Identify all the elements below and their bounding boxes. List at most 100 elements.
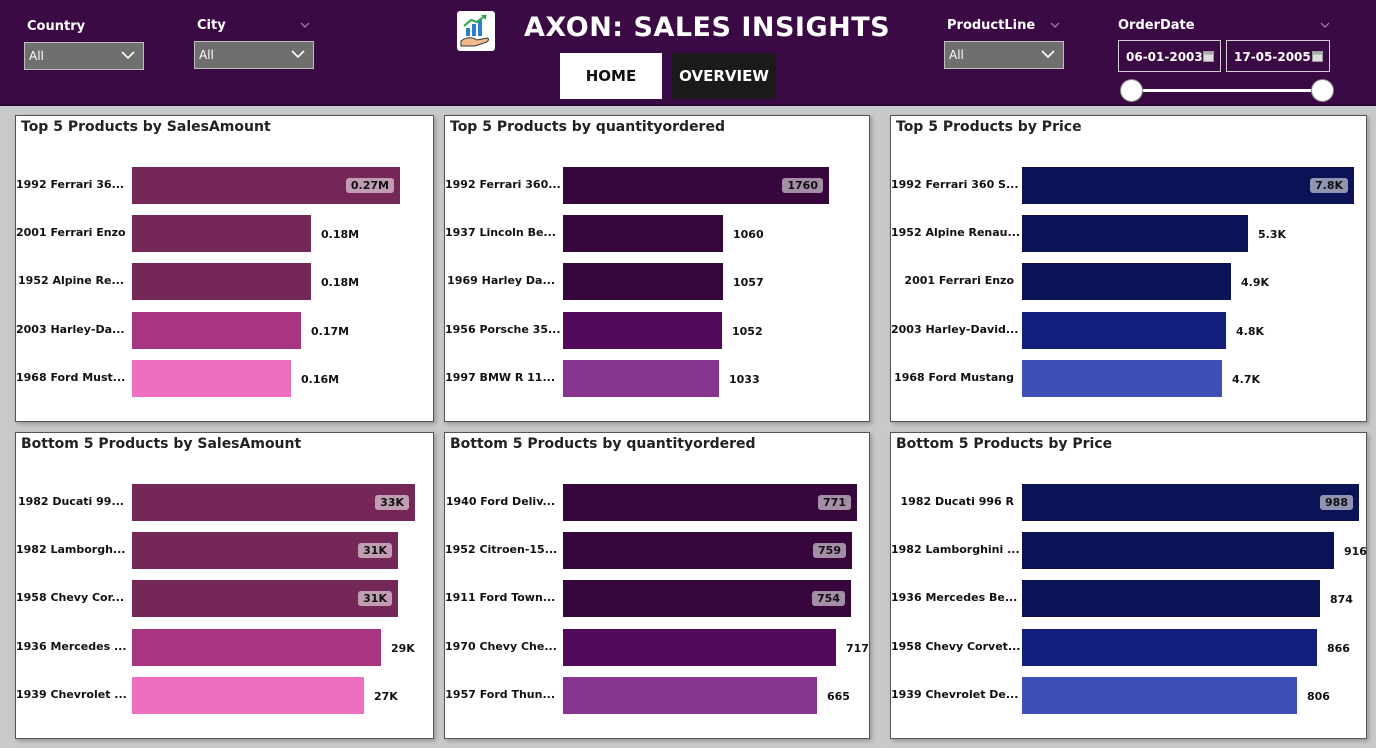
bar[interactable] [563, 580, 851, 617]
data-label: 771 [818, 495, 851, 510]
date-range-end-handle[interactable] [1311, 79, 1334, 102]
header-bar: Country All City All AXON: SALES INSIGHT… [0, 0, 1376, 106]
chevron-down-icon[interactable] [1320, 22, 1330, 28]
category-label: 1936 Mercedes Be... [891, 591, 1018, 604]
productline-dropdown-value: All [949, 48, 964, 62]
category-label: 1982 Lamborgh... [16, 543, 126, 556]
chart-title: Bottom 5 Products by SalesAmount [21, 436, 302, 452]
bar[interactable] [1022, 312, 1226, 349]
date-range-slider-track[interactable] [1131, 89, 1323, 92]
bar[interactable] [1022, 360, 1222, 397]
chart-title: Top 5 Products by Price [896, 119, 1082, 135]
data-label: 916 [1344, 545, 1367, 558]
category-label: 2003 Harley-Da... [16, 323, 125, 336]
app-logo [457, 11, 495, 51]
bar[interactable] [563, 263, 723, 300]
chart-panel-bottom-sales: Bottom 5 Products by SalesAmount 1982 Duc… [15, 432, 434, 739]
category-label: 1968 Ford Must... [16, 371, 126, 384]
bar[interactable] [132, 677, 364, 714]
data-label: 759 [813, 543, 846, 558]
bar[interactable] [132, 532, 398, 569]
category-label: 1952 Alpine Renau... [891, 226, 1021, 239]
bar[interactable] [1022, 484, 1359, 521]
chart-panel-top-quantity: Top 5 Products by quantityordered 1992 Fe… [444, 115, 870, 422]
data-label: 806 [1307, 690, 1330, 703]
bar[interactable] [1022, 263, 1231, 300]
bar[interactable] [563, 312, 722, 349]
overview-button[interactable]: OVERVIEW [672, 53, 776, 99]
data-label: 1057 [733, 276, 764, 289]
chevron-down-icon [1041, 50, 1055, 59]
category-label: 2001 Ferrari Enzo [904, 274, 1014, 287]
bar[interactable] [563, 532, 852, 569]
data-label: 31K [358, 543, 392, 558]
category-label: 1936 Mercedes ... [16, 640, 127, 653]
data-label: 27K [374, 690, 398, 703]
data-label: 717 [846, 642, 869, 655]
data-label: 29K [391, 642, 415, 655]
data-label: 866 [1327, 642, 1350, 655]
category-label: 1939 Chevrolet ... [16, 688, 127, 701]
calendar-icon[interactable] [1312, 50, 1323, 62]
end-date-input[interactable]: 17-05-2005 [1226, 40, 1330, 72]
date-range-start-handle[interactable] [1120, 79, 1143, 102]
bar[interactable] [1022, 580, 1320, 617]
country-dropdown[interactable]: All [24, 42, 144, 70]
data-label: 7.8K [1309, 178, 1348, 193]
data-label: 988 [1320, 495, 1353, 510]
chevron-down-icon[interactable] [300, 22, 310, 28]
chevron-down-icon[interactable] [1050, 22, 1060, 28]
data-label: 665 [827, 690, 850, 703]
chart-title: Top 5 Products by quantityordered [450, 119, 725, 135]
data-label: 0.18M [321, 228, 360, 241]
category-label: 1957 Ford Thun... [445, 688, 555, 701]
bar[interactable] [563, 360, 719, 397]
data-label: 4.8K [1236, 325, 1265, 338]
data-label: 1760 [782, 178, 823, 193]
calendar-icon[interactable] [1203, 50, 1214, 62]
bar[interactable] [132, 360, 291, 397]
bar[interactable] [132, 629, 381, 666]
country-dropdown-value: All [29, 49, 44, 63]
growth-chart-icon [460, 14, 489, 47]
bar[interactable] [1022, 215, 1248, 252]
bar[interactable] [563, 215, 723, 252]
productline-dropdown[interactable]: All [944, 41, 1064, 69]
chart-panel-top-price: Top 5 Products by Price 1992 Ferrari 360 … [890, 115, 1367, 422]
bar[interactable] [1022, 629, 1317, 666]
category-label: 1958 Chevy Cor... [16, 591, 125, 604]
bar[interactable] [563, 677, 817, 714]
chart-title: Bottom 5 Products by Price [896, 436, 1113, 452]
data-label: 31K [358, 591, 392, 606]
data-label: 0.17M [311, 325, 350, 338]
bar[interactable] [1022, 677, 1297, 714]
data-label: 4.9K [1241, 276, 1270, 289]
city-dropdown[interactable]: All [194, 41, 314, 69]
bar[interactable] [563, 629, 836, 666]
chevron-down-icon [291, 50, 305, 59]
bar[interactable] [132, 312, 301, 349]
category-label: 1992 Ferrari 360... [445, 178, 561, 191]
bar[interactable] [1022, 167, 1354, 204]
category-label: 2003 Harley-David... [891, 323, 1019, 336]
bar[interactable] [563, 484, 857, 521]
data-label: 0.27M [345, 178, 394, 193]
bar[interactable] [132, 215, 311, 252]
bar[interactable] [132, 580, 398, 617]
bar[interactable] [132, 484, 415, 521]
start-date-input[interactable]: 06-01-2003 [1118, 40, 1221, 72]
data-label: 4.7K [1232, 373, 1261, 386]
chart-title: Top 5 Products by SalesAmount [21, 119, 271, 135]
data-label: 1033 [729, 373, 760, 386]
category-label: 1982 Lamborghini ... [891, 543, 1020, 556]
category-label: 1952 Alpine Re... [18, 274, 124, 287]
bar[interactable] [1022, 532, 1334, 569]
category-label: 1958 Chevy Corvet... [891, 640, 1021, 653]
country-filter-label: Country [27, 19, 86, 34]
home-button[interactable]: HOME [560, 53, 662, 99]
category-label: 1970 Chevy Che... [445, 640, 557, 653]
category-label: 1982 Ducati 996 R [900, 495, 1014, 508]
category-label: 1911 Ford Town... [445, 591, 556, 604]
bar[interactable] [132, 263, 311, 300]
data-label: 874 [1330, 593, 1353, 606]
